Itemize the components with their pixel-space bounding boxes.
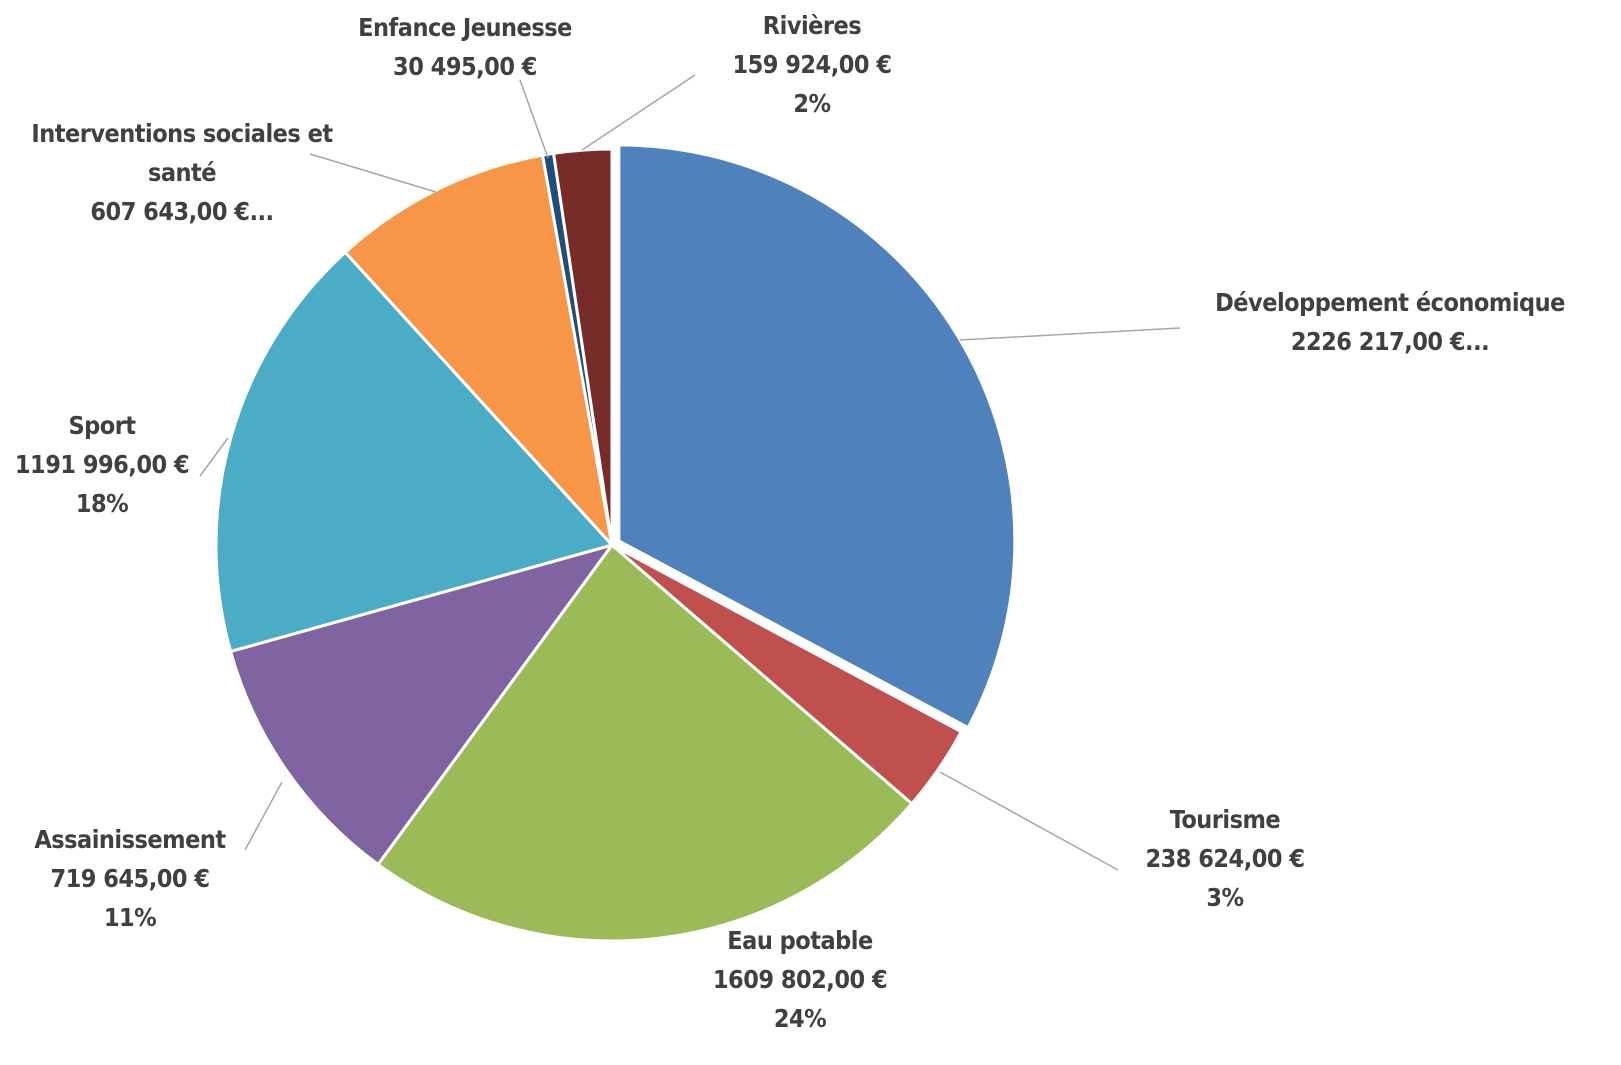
value-label: 719 645,00 € [50, 864, 210, 893]
pie-slice [214, 250, 615, 654]
data-label: Interventions sociales et santé 607 643,0… [17, 114, 347, 231]
pie-slice [343, 153, 615, 550]
data-label: Tourisme 238 624,00 € 3% [1145, 800, 1305, 917]
leader-line [519, 79, 549, 159]
percentage-label: 2% [793, 89, 831, 118]
pie-slice [617, 143, 1017, 730]
category-label: Interventions sociales et santé [31, 119, 333, 187]
percentage-label: 18% [75, 489, 129, 518]
leader-line [959, 327, 1181, 341]
value-label: 607 643,00 €... [90, 197, 274, 226]
leader-line [199, 437, 229, 477]
percentage-label: 3% [1206, 883, 1244, 912]
percentage-label: 11% [103, 903, 157, 932]
data-label: Développement économique 2226 217,00 €... [1215, 283, 1565, 361]
category-label: Assainissement [34, 825, 226, 854]
category-label: Développement économique [1215, 288, 1565, 317]
value-label: 2226 217,00 €... [1290, 327, 1490, 356]
pie-slice [375, 542, 914, 943]
leader-line [244, 781, 283, 851]
data-label: Sport 1191 996,00 € 18% [14, 406, 190, 523]
value-label: 30 495,00 € [393, 52, 537, 81]
category-label: Enfance Jeunesse [358, 13, 572, 42]
leader-line [939, 771, 1119, 871]
value-label: 159 924,00 € [732, 50, 892, 79]
value-label: 238 624,00 € [1145, 844, 1305, 873]
leader-line [309, 153, 437, 193]
data-label: Rivières 159 924,00 € 2% [732, 6, 892, 123]
data-label: Assainissement 719 645,00 € 11% [34, 820, 226, 937]
data-label: Enfance Jeunesse 30 495,00 € [358, 8, 572, 86]
category-label: Sport [68, 411, 136, 440]
data-label: Eau potable 1609 802,00 € 24% [712, 921, 888, 1038]
percentage-label: 24% [773, 1004, 827, 1033]
category-label: Tourisme [1169, 805, 1281, 834]
value-label: 1191 996,00 € [14, 450, 190, 479]
leader-line [581, 74, 696, 151]
category-label: Eau potable [727, 926, 873, 955]
value-label: 1609 802,00 € [712, 965, 888, 994]
category-label: Rivières [762, 11, 862, 40]
